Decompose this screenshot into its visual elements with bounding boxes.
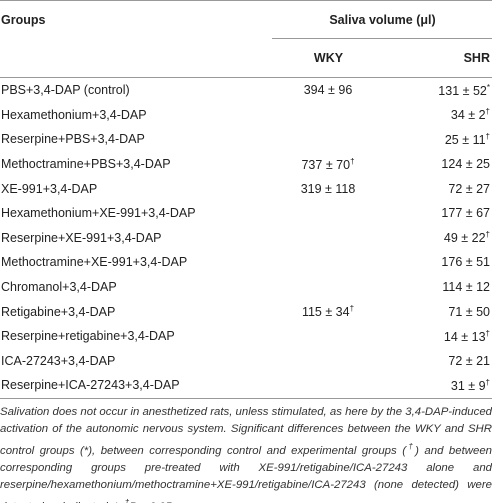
header-saliva: Saliva volume (μl)	[272, 0, 492, 39]
wky-cell: 394 ± 96	[272, 78, 384, 103]
wky-cell: 737 ± 70†	[272, 152, 384, 177]
shr-cell: 72 ± 21	[384, 349, 492, 374]
table-row: Reserpine+PBS+3,4-DAP 25 ± 11†	[0, 127, 492, 152]
footnote-text: P < 0.05.	[129, 500, 175, 503]
wky-cell	[272, 201, 384, 226]
value-text: 319 ± 118	[300, 181, 356, 196]
group-cell: Hexamethonium+XE-991+3,4-DAP	[1, 206, 196, 221]
group-cell: Methoctramine+XE-991+3,4-DAP	[1, 255, 188, 270]
shr-cell: 25 ± 11†	[384, 127, 492, 152]
wky-cell: 319 ± 118	[272, 176, 384, 201]
footnote-mark: †	[124, 497, 130, 503]
value-text: 31 ± 9	[450, 379, 486, 393]
wky-cell	[272, 324, 384, 349]
value-mark: †	[485, 377, 490, 387]
wky-cell: 115 ± 34†	[272, 299, 384, 324]
value-mark: *	[486, 82, 490, 92]
table-row: XE-991+3,4-DAP 319 ± 118 72 ± 27	[0, 176, 492, 201]
wky-cell	[272, 226, 384, 251]
shr-cell: 114 ± 12	[384, 275, 492, 300]
value-text: 114 ± 12	[442, 280, 490, 295]
value-text: 34 ± 2	[450, 108, 486, 123]
shr-cell: 131 ± 52*	[384, 78, 492, 103]
shr-cell: 72 ± 27	[384, 176, 492, 201]
shr-cell: 34 ± 2†	[384, 103, 492, 128]
shr-cell: 124 ± 25	[384, 152, 492, 177]
shr-cell: 71 ± 50	[384, 299, 492, 324]
group-cell: Chromanol+3,4-DAP	[1, 280, 117, 295]
group-cell: Retigabine+3,4-DAP	[1, 304, 116, 319]
value-text: 737 ± 70	[301, 157, 351, 172]
data-table: Groups Saliva volume (μl) WKY SHR PBS+3,…	[0, 0, 492, 399]
table-row: Retigabine+3,4-DAP 115 ± 34† 71 ± 50	[0, 299, 492, 324]
value-text: 131 ± 52	[438, 83, 487, 98]
wky-cell	[272, 250, 384, 275]
table-row: Methoctramine+XE-991+3,4-DAP 176 ± 51	[0, 250, 492, 275]
value-text: 49 ± 22	[443, 231, 486, 246]
table-row: Hexamethonium+3,4-DAP 34 ± 2†	[0, 103, 492, 128]
group-cell: Reserpine+PBS+3,4-DAP	[1, 132, 145, 147]
table-row: Reserpine+XE-991+3,4-DAP 49 ± 22†	[0, 226, 492, 251]
header-groups: Groups	[0, 0, 272, 39]
group-cell: PBS+3,4-DAP (control)	[1, 83, 130, 98]
value-text: 176 ± 51	[441, 255, 490, 270]
table-row: Reserpine+retigabine+3,4-DAP 14 ± 13†	[0, 324, 492, 349]
header-shr: SHR	[384, 38, 492, 78]
value-mark: †	[349, 304, 355, 314]
value-mark: †	[485, 107, 490, 117]
shr-cell: 49 ± 22†	[384, 226, 492, 251]
wky-cell	[272, 103, 384, 128]
value-mark: †	[485, 131, 490, 141]
value-text: 394 ± 96	[303, 83, 353, 98]
table-row: Methoctramine+PBS+3,4-DAP 737 ± 70† 124 ± …	[0, 152, 492, 177]
value-text: 14 ± 13	[443, 329, 486, 344]
value-text: 177 ± 67	[441, 206, 490, 221]
wky-cell	[272, 349, 384, 374]
group-cell: Methoctramine+PBS+3,4-DAP	[1, 157, 171, 172]
value-text: 124 ± 25	[441, 157, 490, 172]
shr-cell: 31 ± 9†	[384, 373, 492, 399]
footnote-text: ) and between corresponding groups pre-t…	[0, 444, 492, 503]
value-mark: †	[485, 328, 490, 338]
header-wky: WKY	[272, 38, 384, 78]
group-cell: Reserpine+XE-991+3,4-DAP	[1, 230, 162, 245]
group-cell: XE-991+3,4-DAP	[1, 181, 98, 196]
value-text: 25 ± 11	[444, 133, 486, 148]
value-text: 72 ± 21	[448, 353, 490, 368]
group-cell: ICA-27243+3,4-DAP	[1, 353, 116, 368]
group-cell: Reserpine+retigabine+3,4-DAP	[1, 329, 175, 344]
table-body: PBS+3,4-DAP (control) 394 ± 96 131 ± 52* He…	[0, 78, 492, 399]
value-mark: †	[350, 156, 355, 166]
footnote: Salivation does not occur in anesthetize…	[0, 404, 492, 503]
table-row: PBS+3,4-DAP (control) 394 ± 96 131 ± 52*	[0, 78, 492, 103]
value-text: 71 ± 50	[448, 304, 490, 319]
value-mark: †	[485, 230, 490, 240]
table-row: Reserpine+ICA-27243+3,4-DAP 31 ± 9†	[0, 373, 492, 399]
value-text: 72 ± 27	[448, 181, 490, 196]
wky-cell	[272, 275, 384, 300]
group-cell: Hexamethonium+3,4-DAP	[1, 107, 147, 122]
table-row: ICA-27243+3,4-DAP 72 ± 21	[0, 349, 492, 374]
footnote-text: Salivation does not occur in anesthetize…	[0, 405, 492, 457]
shr-cell: 14 ± 13†	[384, 324, 492, 349]
shr-cell: 176 ± 51	[384, 250, 492, 275]
shr-cell: 177 ± 67	[384, 201, 492, 226]
group-cell: Reserpine+ICA-27243+3,4-DAP	[0, 373, 272, 399]
header-blank	[0, 38, 272, 78]
table-row: Chromanol+3,4-DAP 114 ± 12	[0, 275, 492, 300]
table-row: Hexamethonium+XE-991+3,4-DAP 177 ± 67	[0, 201, 492, 226]
value-text: 115 ± 34	[301, 305, 350, 320]
wky-cell	[272, 127, 384, 152]
footnote-mark: †	[406, 441, 416, 451]
wky-cell	[272, 373, 384, 399]
